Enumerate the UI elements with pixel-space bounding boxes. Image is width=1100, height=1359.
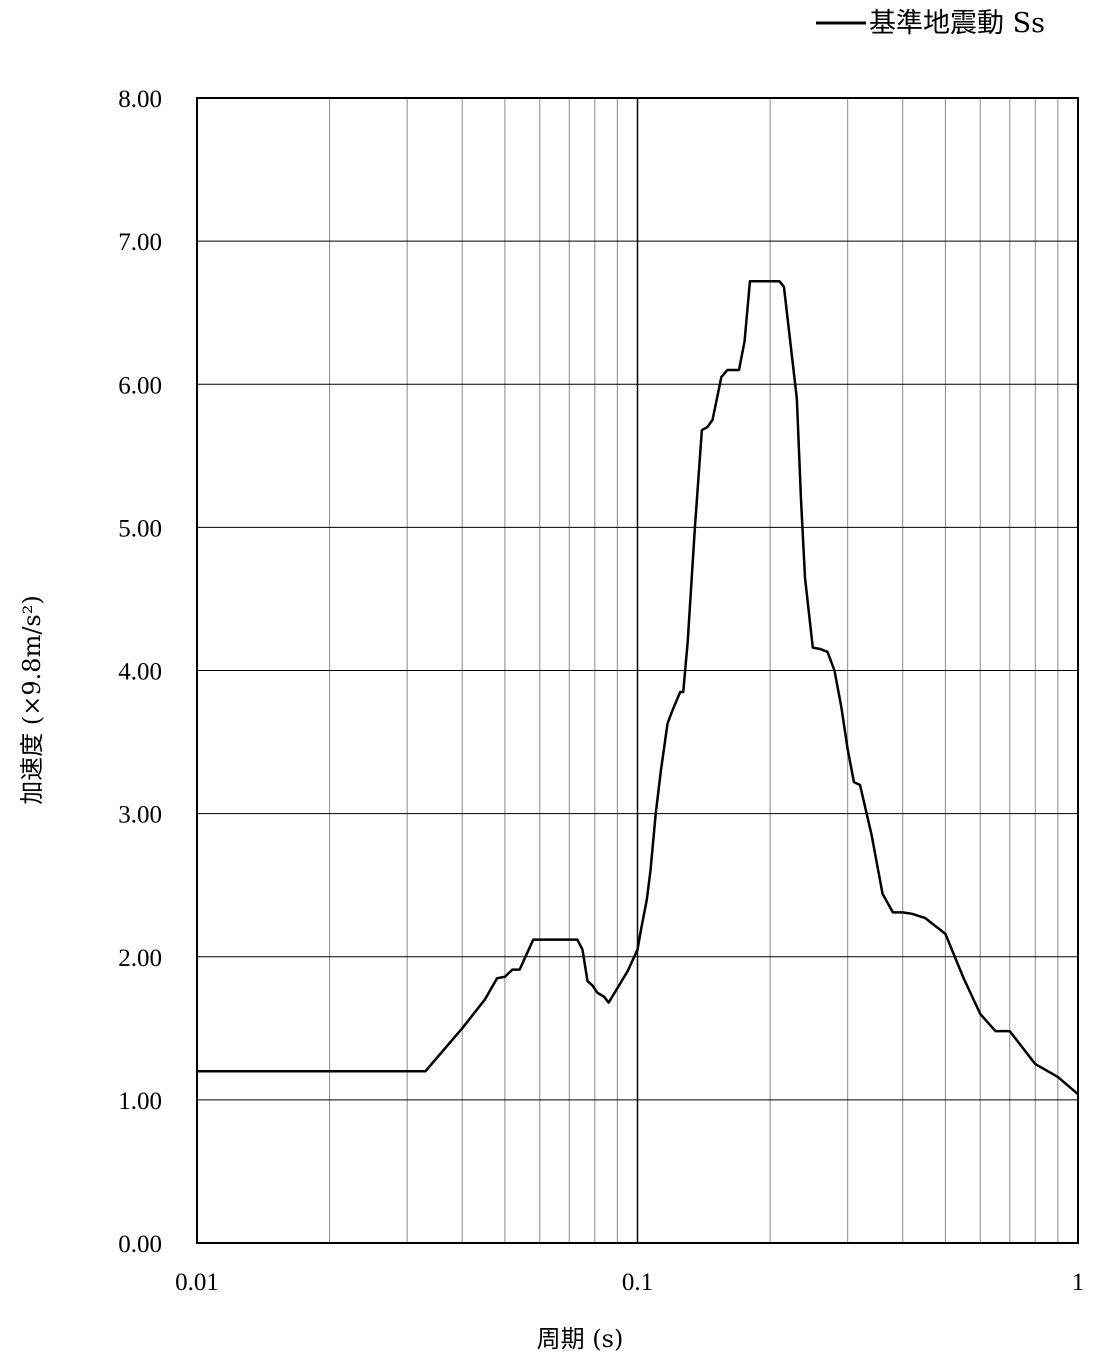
y-tick-label: 5.00 [118, 515, 162, 542]
y-tick-label: 6.00 [118, 372, 162, 399]
y-tick-label: 4.00 [118, 659, 162, 686]
series-line-ss [197, 279, 1079, 1096]
x-tick-label: 1 [1072, 1269, 1085, 1296]
y-axis-label: 加速度 (×9.8m/s²) [18, 595, 46, 804]
plot-frame [196, 97, 1079, 1244]
legend-entry-ss: 基準地震動 Ss [869, 8, 1045, 39]
y-tick-label: 0.00 [118, 1231, 162, 1258]
y-tick-label: 3.00 [118, 802, 162, 829]
y-tick-label: 2.00 [118, 945, 162, 972]
y-tick-label: 1.00 [118, 1088, 162, 1115]
x-axis-label: 周期 (s) [537, 1325, 624, 1353]
y-tick-label: 7.00 [118, 229, 162, 256]
y-axis-tick-labels: 0.00 1.00 2.00 3.00 4.00 5.00 6.00 7.00 8.00 [118, 86, 162, 1258]
y-tick-label: 8.00 [118, 86, 162, 113]
x-axis-tick-labels: 0.01 0.1 1 [175, 1269, 1084, 1296]
x-tick-label: 0.01 [175, 1269, 219, 1296]
legend: 基準地震動 Ss [816, 8, 1045, 39]
x-tick-label: 0.1 [622, 1269, 653, 1296]
